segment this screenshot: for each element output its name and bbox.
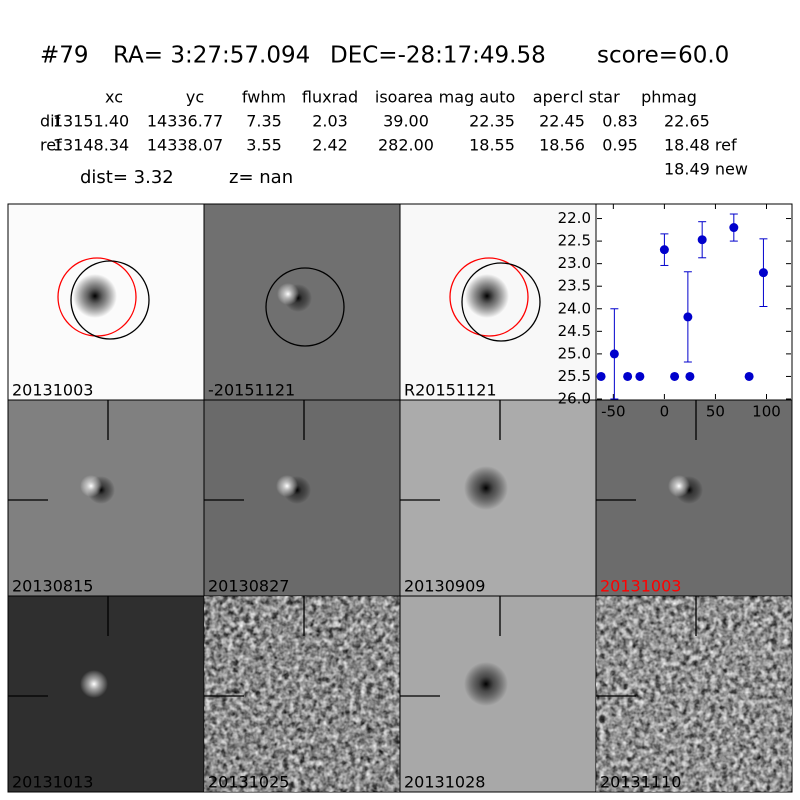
aperture — [265, 267, 345, 347]
point — [729, 223, 739, 233]
column-header: fwhm — [242, 88, 286, 107]
panel-label: 20130815 — [12, 577, 93, 596]
row-label: dif — [40, 112, 61, 131]
score: score=60.0 — [597, 43, 729, 69]
point — [623, 371, 633, 381]
cell: 0.83 — [602, 112, 638, 131]
cell: 13151.40 — [53, 112, 129, 131]
source — [80, 670, 108, 698]
y-tick-label: 22.5 — [558, 232, 591, 250]
column-header: fluxrad — [302, 88, 358, 107]
y-tick-label: 24.5 — [558, 322, 591, 340]
ra: RA= 3:27:57.094 — [113, 43, 310, 69]
source-pos — [668, 475, 690, 497]
column-header: cl star — [570, 88, 620, 107]
y-tick-label: 26.0 — [558, 390, 591, 408]
source-pos — [80, 475, 102, 497]
source-pos — [276, 475, 298, 497]
y-tick-label: 24.0 — [558, 299, 591, 317]
cell: 0.95 — [602, 136, 638, 155]
source — [73, 274, 117, 318]
cell: 14338.07 — [147, 136, 223, 155]
redshift: z= nan — [229, 167, 293, 188]
point — [659, 245, 669, 255]
y-tick-label: 25.5 — [558, 367, 591, 385]
x-tick-label: 0 — [660, 403, 670, 421]
x-tick-label: 50 — [706, 403, 725, 421]
x-tick-label: -50 — [601, 403, 626, 421]
panel-grid: 20131003 -20151121 R20151121 20130815 201308… — [7, 203, 793, 793]
aperture — [57, 257, 137, 337]
y-tick-label: 23.5 — [558, 277, 591, 295]
panel-label: 20131028 — [404, 773, 485, 792]
dec: DEC=-28:17:49.58 — [330, 43, 546, 69]
panel-label: 20131003 — [12, 381, 93, 400]
point — [685, 371, 695, 381]
row-label: ref — [40, 136, 62, 155]
aperture — [70, 260, 150, 340]
cell: 22.65 — [664, 112, 710, 131]
dist: dist= 3.32 — [80, 167, 174, 188]
panel-label: 20131013 — [12, 773, 93, 792]
point — [697, 235, 707, 245]
noise — [596, 596, 792, 792]
cell: 18.56 — [539, 136, 585, 155]
cell: 3.55 — [246, 136, 282, 155]
y-tick-label: 22.0 — [558, 209, 591, 227]
aperture — [461, 262, 541, 342]
point — [670, 371, 680, 381]
cell: 39.00 — [383, 112, 429, 131]
y-tick-label: 23.0 — [558, 254, 591, 272]
point — [596, 371, 606, 381]
column-header: yc — [186, 88, 204, 107]
x-tick-label: 100 — [752, 403, 781, 421]
aperture — [449, 257, 529, 337]
column-header: aper — [533, 88, 570, 107]
cell: 14336.77 — [147, 112, 223, 131]
column-header: isoarea — [375, 88, 433, 107]
panel-label: 20130909 — [404, 577, 485, 596]
panel-label: R20151121 — [404, 381, 497, 400]
panel-label: -20151121 — [208, 381, 295, 400]
cell: 18.48 ref — [664, 136, 737, 155]
column-header: mag auto — [439, 88, 516, 107]
candidate-id: #79 — [40, 43, 89, 69]
source — [465, 274, 509, 318]
plot-area — [595, 203, 793, 401]
cell: 22.45 — [539, 112, 585, 131]
point — [635, 371, 645, 381]
panel-label: 20131025 — [208, 773, 289, 792]
cell: 18.55 — [469, 136, 515, 155]
cell: 282.00 — [378, 136, 434, 155]
image-panel — [7, 595, 205, 793]
source — [464, 662, 508, 706]
point — [609, 349, 619, 359]
cell: 7.35 — [246, 112, 282, 131]
cell: 13148.34 — [53, 136, 129, 155]
y-tick-label: 25.0 — [558, 344, 591, 362]
cell: 2.42 — [312, 136, 348, 155]
column-header: xc — [105, 88, 123, 107]
source-pos — [277, 283, 299, 305]
column-header: phmag — [641, 88, 697, 107]
cell: 22.35 — [469, 112, 515, 131]
cell: 2.03 — [312, 112, 348, 131]
panel-label: 20131003 — [600, 577, 681, 596]
source — [464, 466, 508, 510]
panel-label: 20130827 — [208, 577, 289, 596]
point — [758, 268, 768, 278]
noise — [204, 596, 400, 792]
point — [683, 312, 693, 322]
phmag-new: 18.49 new — [664, 160, 748, 179]
panel-label: 20131110 — [600, 773, 681, 792]
point — [744, 371, 754, 381]
